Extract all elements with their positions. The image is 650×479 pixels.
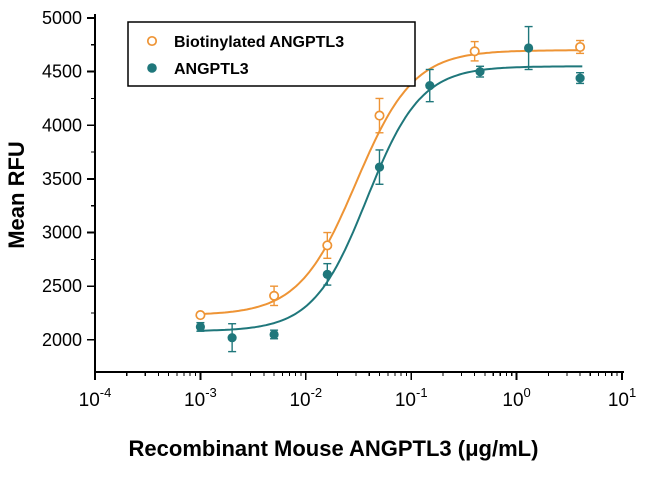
data-point-biotinylated-angptl3 — [195, 310, 206, 321]
y-tick-label: 3500 — [42, 169, 82, 189]
y-tick-label: 3000 — [42, 223, 82, 243]
legend-label: ANGPTL3 — [174, 61, 249, 78]
data-point-biotinylated-angptl3 — [575, 41, 586, 53]
axes: 2000 2500 3000 3500 4000 4500 5000 10-4 10-3 10-2… — [42, 8, 636, 411]
y-tick-label: 2500 — [42, 276, 82, 296]
x-tick-label: 100 — [502, 385, 530, 411]
fit-curve-angptl3 — [200, 65, 583, 332]
data-point-angptl3 — [195, 322, 205, 332]
data-point-angptl3 — [374, 162, 385, 172]
x-tick-label: 101 — [608, 385, 636, 411]
legend-box — [127, 21, 416, 87]
fit-curve-biotinylated-angptl3 — [200, 49, 583, 315]
y-tick-label: 4000 — [42, 115, 82, 135]
data-point-angptl3 — [475, 67, 485, 77]
data-point-angptl3 — [227, 333, 237, 343]
data-point-biotinylated-angptl3 — [269, 290, 280, 301]
data-point-biotinylated-angptl3 — [374, 110, 385, 121]
data-point-angptl3 — [425, 81, 435, 91]
x-tick-label: 10-2 — [289, 385, 322, 411]
x-tick-label: 10-1 — [395, 385, 428, 411]
data-point-biotinylated-angptl3 — [322, 240, 333, 251]
series-biotinylated-angptl3 — [195, 39, 586, 321]
data-point-angptl3 — [269, 329, 279, 340]
y-tick-label: 2000 — [42, 330, 82, 350]
data-point-angptl3 — [524, 43, 534, 53]
legend-marker-open-circle — [146, 35, 158, 47]
x-tick-label: 10-4 — [79, 385, 112, 411]
data-point-angptl3 — [322, 269, 332, 279]
x-axis-title: Recombinant Mouse ANGPTL3 (μg/mL) — [129, 436, 539, 461]
x-tick-label: 10-3 — [184, 385, 217, 411]
y-tick-label: 5000 — [42, 8, 82, 28]
legend-marker-filled-circle — [147, 63, 157, 73]
y-tick-label: 4500 — [42, 62, 82, 82]
legend: Biotinylated ANGPTL3 ANGPTL3 — [127, 21, 416, 87]
data-point-biotinylated-angptl3 — [469, 46, 480, 57]
y-axis-title: Mean RFU — [4, 141, 29, 249]
series-angptl3 — [195, 25, 585, 353]
data-point-angptl3 — [575, 73, 585, 83]
legend-label: Biotinylated ANGPTL3 — [174, 34, 344, 51]
